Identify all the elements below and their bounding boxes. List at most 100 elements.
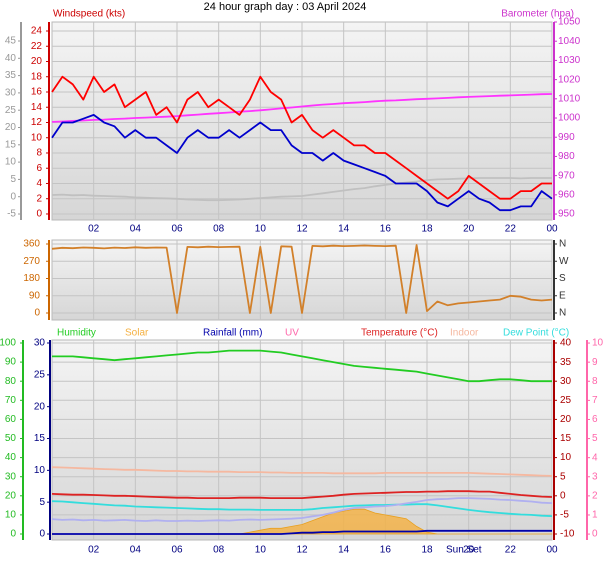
x-tick-label: 18 <box>421 545 433 556</box>
line <box>51 466 553 477</box>
y-tick-label: 20 <box>31 56 43 67</box>
y3-tick-label: 10 <box>5 157 17 168</box>
y2-tick-label: 35 <box>560 357 572 368</box>
y2-tick-label: 1050 <box>558 17 581 28</box>
x-tick-label: 04 <box>130 224 142 235</box>
line <box>51 490 553 499</box>
y-tick-label: 20 <box>5 490 17 501</box>
y-tick-label: 10 <box>5 510 17 521</box>
y2-tick-label: 20 <box>560 414 572 425</box>
x-tick-label: 12 <box>296 224 308 235</box>
legend-label: Solar <box>125 328 149 339</box>
x-tick-label: 20 <box>463 224 475 235</box>
y-tick-label: 0 <box>36 209 42 220</box>
y3-tick-label: 0 <box>10 191 16 202</box>
y-tick-label: 12 <box>31 117 43 128</box>
y-tick-label: 70 <box>5 395 17 406</box>
y-tick-label: 180 <box>23 273 40 284</box>
legend-label: Humidity <box>57 328 96 339</box>
y3-tick-label: 40 <box>5 53 17 64</box>
y-tick-label: 80 <box>5 376 17 387</box>
y4-tick-label: 3 <box>592 471 598 482</box>
x-tick-label: 02 <box>88 545 100 556</box>
annotation: Sun Set <box>446 545 482 556</box>
y3-tick-label: -5 <box>7 209 16 220</box>
y3-tick-label: 35 <box>5 70 17 81</box>
y-tick-label: 6 <box>36 163 42 174</box>
y-tick-label: 90 <box>29 290 41 301</box>
x-tick-label: 22 <box>505 545 517 556</box>
y4-tick-label: 7 <box>592 395 598 406</box>
y-tick-label: 2 <box>36 193 42 204</box>
y3-tick-label: 0 <box>39 529 45 540</box>
line <box>52 529 552 535</box>
y2-tick-label: 1020 <box>558 74 581 85</box>
x-tick-label: 22 <box>505 224 517 235</box>
legend-label: Temperature (°C) <box>361 328 438 339</box>
y2-tick-label: 1040 <box>558 36 581 47</box>
y2-tick-label: 1010 <box>558 93 581 104</box>
y2-tick-label: 40 <box>560 338 572 349</box>
y-tick-label: 22 <box>31 41 43 52</box>
y-tick-label: 4 <box>36 178 42 189</box>
x-tick-label: 20 <box>463 545 475 556</box>
y4-tick-label: 9 <box>592 357 598 368</box>
y3-tick-label: 10 <box>34 465 46 476</box>
y-tick-label: 18 <box>31 71 43 82</box>
x-tick-label: 10 <box>255 224 267 235</box>
y2-tick-label: 1000 <box>558 113 581 124</box>
y-tick-label: 60 <box>5 414 17 425</box>
y2-tick-label: 990 <box>558 132 575 143</box>
y2-tick-label: 960 <box>558 189 575 200</box>
line <box>51 497 553 522</box>
y-tick-label: 10 <box>31 132 43 143</box>
chart-title: 24 hour graph day : 03 April 2024 <box>204 1 367 13</box>
y2-tick-label: 5 <box>560 471 566 482</box>
y2-tick-label: N <box>559 308 566 319</box>
line <box>51 114 553 212</box>
y-tick-label: 14 <box>31 102 43 113</box>
y2-tick-label: E <box>559 290 566 301</box>
x-tick-label: 16 <box>380 224 392 235</box>
y3-tick-label: 25 <box>5 105 17 116</box>
y2-tick-label: -10 <box>560 529 575 540</box>
y3-tick-label: 20 <box>34 401 46 412</box>
y2-tick-label: 980 <box>558 151 575 162</box>
y2-tick-label: 950 <box>558 209 575 220</box>
y3-tick-label: 45 <box>5 36 17 47</box>
y4-tick-label: 10 <box>592 338 604 349</box>
legend-label: Indoor <box>450 328 479 339</box>
y-tick-label: 90 <box>5 357 17 368</box>
x-tick-label: 06 <box>171 545 183 556</box>
y-tick-label: 40 <box>5 452 17 463</box>
y4-tick-label: 4 <box>592 452 598 463</box>
x-tick-label: 00 <box>546 545 558 556</box>
y2-tick-label: S <box>559 273 566 284</box>
y-tick-label: 30 <box>5 471 17 482</box>
y2-axis-label: Barometer (hpa) <box>501 9 574 20</box>
y2-tick-label: -5 <box>560 510 569 521</box>
x-tick-label: 08 <box>213 224 225 235</box>
y-tick-label: 360 <box>23 239 40 250</box>
y-tick-label: 16 <box>31 87 43 98</box>
x-tick-label: 06 <box>171 224 183 235</box>
x-tick-label: 00 <box>546 224 558 235</box>
legend-label: Rainfall (mm) <box>203 328 262 339</box>
y-tick-label: 0 <box>10 529 16 540</box>
x-tick-label: 04 <box>130 545 142 556</box>
y4-tick-label: 5 <box>592 433 598 444</box>
y4-tick-label: 8 <box>592 376 598 387</box>
y3-tick-label: 15 <box>5 139 17 150</box>
x-tick-label: 02 <box>88 224 100 235</box>
y2-tick-label: 30 <box>560 376 572 387</box>
x-tick-label: 12 <box>296 545 308 556</box>
y-tick-label: 24 <box>31 26 43 37</box>
y3-tick-label: 5 <box>10 174 16 185</box>
y2-tick-label: 1030 <box>558 55 581 66</box>
x-tick-label: 16 <box>380 545 392 556</box>
y3-tick-label: 30 <box>34 338 46 349</box>
y4-tick-label: 0 <box>592 529 598 540</box>
y-tick-label: 50 <box>5 433 17 444</box>
x-tick-label: 14 <box>338 224 350 235</box>
